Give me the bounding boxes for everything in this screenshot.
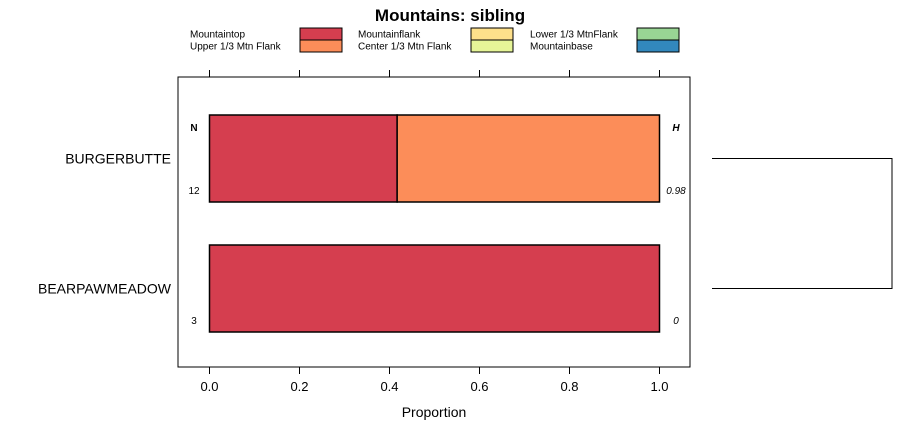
n-header: N xyxy=(190,123,197,134)
x-tick-label: 0.2 xyxy=(290,379,308,394)
n-value: 12 xyxy=(188,186,200,197)
category-label: BURGERBUTTE xyxy=(65,151,171,167)
x-tick-label: 0.8 xyxy=(560,379,578,394)
x-tick-label: 0.0 xyxy=(200,379,218,394)
h-header: H xyxy=(672,123,680,134)
legend-label: Lower 1/3 MtnFlank xyxy=(530,30,619,41)
legend-swatch xyxy=(636,39,680,53)
legend-swatch xyxy=(299,39,343,53)
category-label: BEARPAWMEADOW xyxy=(38,281,172,297)
legend-swatch xyxy=(470,39,514,53)
x-tick-label: 0.4 xyxy=(380,379,398,394)
legend-label: Center 1/3 Mtn Flank xyxy=(358,42,452,53)
bars xyxy=(208,114,661,333)
h-value: 0 xyxy=(673,316,679,327)
bar-segment xyxy=(208,114,398,203)
x-tick-label: 1.0 xyxy=(650,379,668,394)
plot-frame xyxy=(177,76,691,368)
legend-swatch xyxy=(299,27,343,41)
n-h-values: 12 0.98 3 0 xyxy=(188,186,686,327)
legend-swatch xyxy=(470,27,514,41)
chart-title: Mountains: sibling xyxy=(375,6,525,25)
legend-label: Mountainbase xyxy=(530,42,593,53)
bar-segment xyxy=(208,244,661,333)
legend-label: Mountainflank xyxy=(358,30,421,41)
x-axis: 0.0 0.2 0.4 0.6 0.8 1.0 xyxy=(200,70,669,394)
legend-label: Upper 1/3 Mtn Flank xyxy=(190,42,282,53)
dendrogram xyxy=(712,158,893,289)
category-labels: BURGERBUTTE BEARPAWMEADOW xyxy=(38,151,172,297)
x-axis-title: Proportion xyxy=(402,404,467,420)
dendrogram-branch xyxy=(712,158,893,289)
bar-segment xyxy=(396,114,661,203)
legend-label: Mountaintop xyxy=(190,30,245,41)
n-value: 3 xyxy=(191,316,197,327)
h-value: 0.98 xyxy=(666,186,686,197)
legend-swatch xyxy=(636,27,680,41)
x-tick-label: 0.6 xyxy=(470,379,488,394)
